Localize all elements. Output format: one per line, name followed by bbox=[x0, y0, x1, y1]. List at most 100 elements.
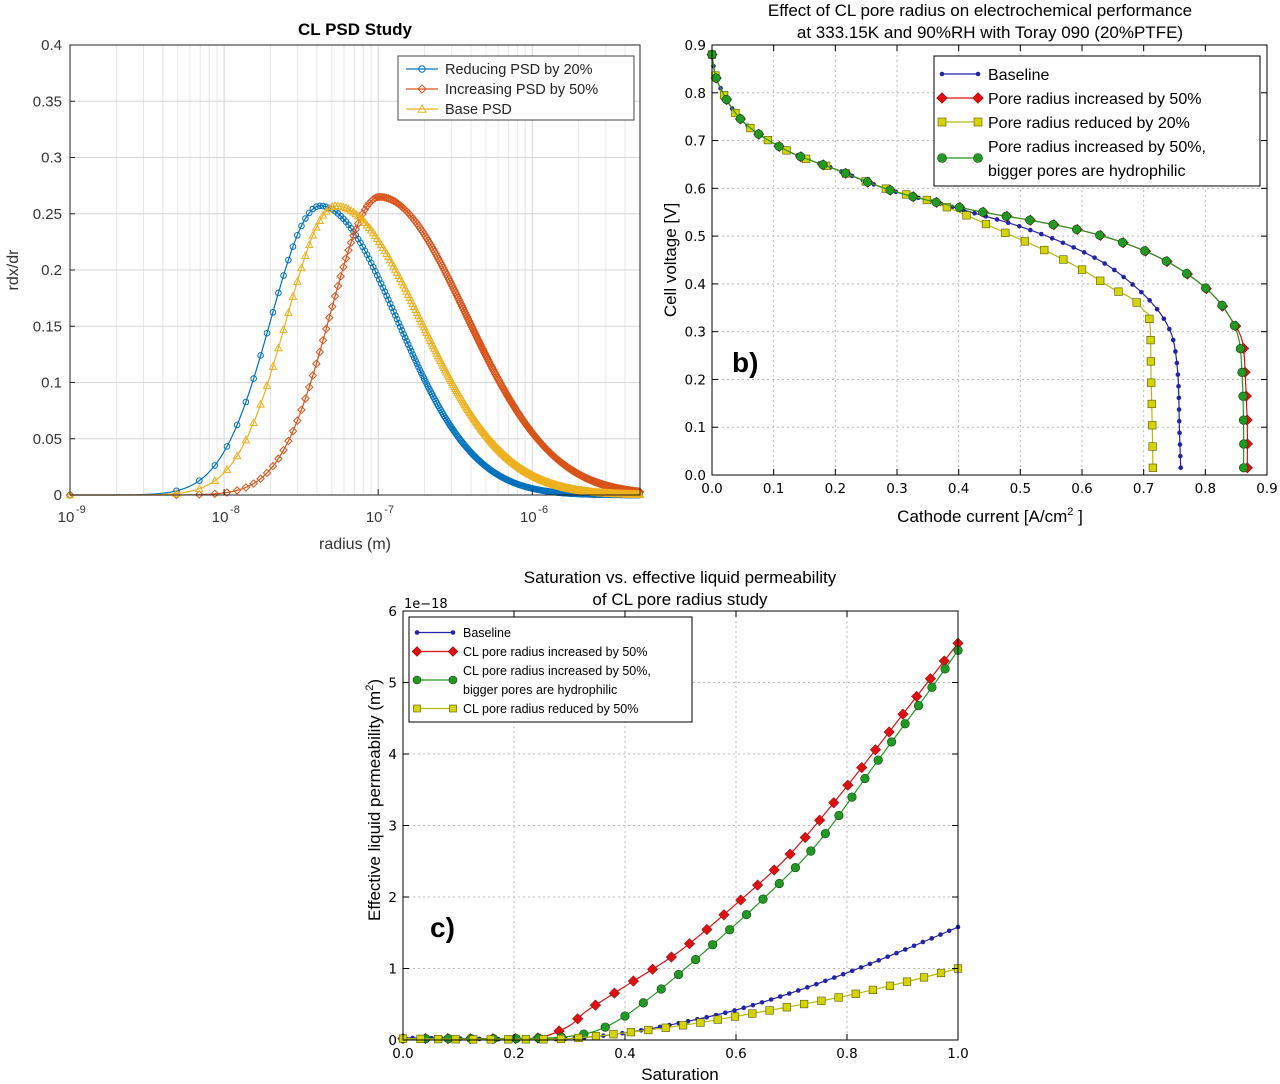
panel-b-legend: Baseline Pore radius increased by 50% Pore… bbox=[933, 55, 1261, 187]
legend-marker bbox=[417, 103, 427, 113]
data-point bbox=[447, 423, 455, 431]
data-point bbox=[840, 971, 846, 977]
data-point bbox=[718, 909, 730, 921]
data-point bbox=[929, 936, 934, 941]
data-point bbox=[1040, 245, 1049, 255]
legend-marker bbox=[936, 92, 948, 104]
data-point bbox=[362, 201, 372, 211]
panel-b-xlabel-end: ] bbox=[1073, 507, 1082, 526]
data-point bbox=[1132, 298, 1141, 307]
tick-label-y: 0.5 bbox=[685, 229, 706, 245]
data-point bbox=[1081, 250, 1087, 255]
data-point bbox=[465, 318, 475, 328]
data-point bbox=[279, 445, 288, 455]
data-point bbox=[665, 951, 678, 963]
data-point bbox=[292, 276, 302, 285]
legend-label-line2: bigger pores are hydrophilic bbox=[988, 163, 1185, 180]
data-point bbox=[1235, 344, 1246, 354]
data-point bbox=[1176, 395, 1182, 401]
data-point bbox=[741, 1005, 747, 1011]
data-point bbox=[349, 231, 358, 241]
data-point bbox=[388, 304, 396, 312]
data-point bbox=[786, 991, 792, 996]
data-point bbox=[210, 489, 220, 499]
panel-b-xlabel-sup: 2 bbox=[1067, 506, 1073, 518]
data-point bbox=[1229, 321, 1239, 331]
data-point bbox=[1017, 223, 1022, 229]
data-point bbox=[289, 243, 297, 250]
data-point bbox=[274, 454, 283, 463]
data-point bbox=[256, 474, 265, 484]
data-point bbox=[377, 280, 385, 287]
data-point bbox=[862, 177, 873, 187]
data-point bbox=[313, 203, 320, 211]
panel-b: Effect of CL pore radius on electrochemi… bbox=[661, 1, 1278, 526]
series-cl-pore-radius-reduced-by-50 bbox=[398, 964, 963, 1044]
data-point bbox=[324, 313, 334, 322]
data-point bbox=[1020, 237, 1029, 246]
data-point bbox=[673, 969, 684, 980]
data-point bbox=[311, 222, 321, 231]
data-point bbox=[288, 291, 298, 300]
data-point bbox=[379, 284, 387, 291]
panel-a: CL PSD Study 0 0.05 0.1 0.15 0.2 0.25 0.3 0.35 0… bbox=[5, 20, 645, 553]
legend-box bbox=[408, 616, 693, 723]
data-point bbox=[885, 954, 890, 960]
data-point bbox=[390, 308, 397, 315]
data-point bbox=[312, 359, 321, 369]
legend-label-base-psd: Base PSD bbox=[445, 102, 512, 118]
data-point bbox=[1059, 255, 1068, 264]
data-point bbox=[751, 879, 764, 891]
data-point bbox=[656, 984, 666, 994]
data-point bbox=[308, 230, 318, 239]
data-point bbox=[1238, 415, 1249, 425]
data-point bbox=[1145, 314, 1154, 323]
tick-label-y: 0.05 bbox=[33, 431, 62, 448]
tick-label-y: 4 bbox=[388, 747, 397, 763]
data-point bbox=[831, 975, 837, 980]
data-point bbox=[475, 338, 485, 348]
data-point bbox=[318, 210, 328, 219]
data-point bbox=[774, 878, 784, 889]
data-point bbox=[818, 160, 828, 170]
data-point bbox=[469, 1035, 478, 1044]
data-point bbox=[722, 1010, 728, 1016]
data-point bbox=[504, 1035, 513, 1044]
data-point bbox=[351, 225, 361, 234]
data-point bbox=[589, 999, 602, 1011]
tick-label-y: 0.6 bbox=[685, 181, 706, 197]
data-point bbox=[469, 326, 479, 336]
data-point bbox=[457, 301, 467, 311]
tick-label-x: 0.4 bbox=[614, 1046, 635, 1062]
data-point bbox=[1102, 261, 1107, 266]
data-point bbox=[456, 299, 466, 309]
data-point bbox=[1147, 298, 1152, 303]
data-point bbox=[646, 963, 659, 975]
data-point bbox=[936, 968, 946, 978]
data-point bbox=[296, 263, 306, 272]
data-point bbox=[784, 848, 796, 860]
data-point bbox=[304, 382, 314, 392]
data-point bbox=[302, 215, 309, 222]
data-point bbox=[994, 217, 1000, 222]
tick-label-x-exponent: -7 bbox=[384, 504, 394, 516]
data-point bbox=[1147, 399, 1156, 409]
data-point bbox=[873, 755, 883, 765]
legend-marker bbox=[972, 92, 984, 104]
data-point bbox=[1146, 335, 1155, 345]
data-point bbox=[1077, 265, 1087, 274]
data-point bbox=[232, 451, 242, 460]
data-point bbox=[327, 201, 337, 210]
tick-label-y: 0.4 bbox=[41, 37, 62, 54]
data-point bbox=[397, 323, 404, 331]
legend-marker bbox=[937, 117, 947, 127]
data-point bbox=[708, 940, 718, 950]
legend-label-baseline: Baseline bbox=[988, 67, 1049, 84]
data-point bbox=[346, 238, 356, 248]
data-point bbox=[1148, 421, 1157, 430]
data-point bbox=[373, 271, 381, 279]
legend-marker bbox=[447, 646, 459, 657]
legend-label-reducing-psd-by-20: Reducing PSD by 20% bbox=[445, 62, 593, 78]
legend-label-cl-pore-radius-reduced-by-50: CL pore radius reduced by 50% bbox=[463, 702, 638, 716]
data-point bbox=[678, 1021, 688, 1030]
